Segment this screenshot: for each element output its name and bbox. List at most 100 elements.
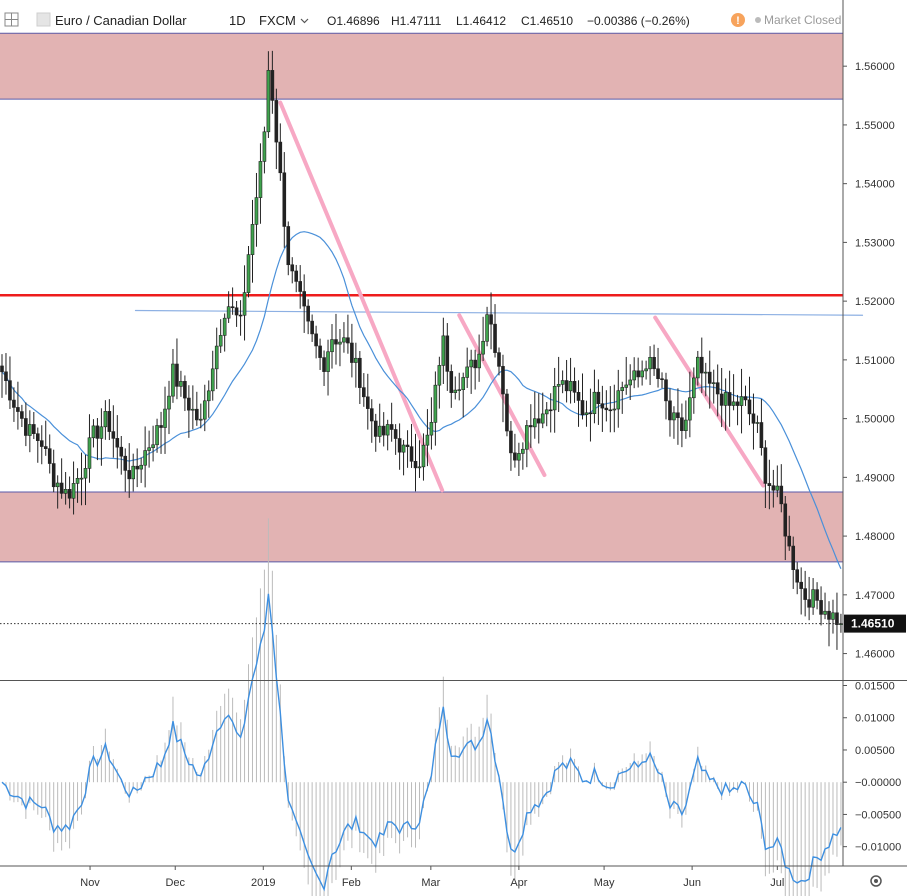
candle <box>119 435 124 475</box>
candle <box>91 419 96 448</box>
candle-body <box>791 545 796 570</box>
candle-body <box>596 391 601 404</box>
price-tick-label: 1.52000 <box>855 296 895 308</box>
candle <box>556 356 561 413</box>
candle <box>377 403 382 443</box>
candle-body <box>302 291 306 307</box>
interval[interactable]: 1D <box>229 13 246 28</box>
chevron-down-icon[interactable] <box>300 18 309 24</box>
candle-body <box>310 320 314 335</box>
candle-body <box>369 408 374 422</box>
candle-body <box>91 425 96 439</box>
candle <box>564 359 569 403</box>
candle-body <box>326 351 330 372</box>
time-tick-label: 2019 <box>251 877 275 889</box>
candle <box>787 515 792 551</box>
candle <box>632 357 636 389</box>
candle <box>429 397 434 450</box>
candle <box>16 381 20 430</box>
candle <box>32 411 36 440</box>
candle-body <box>159 425 163 428</box>
candle <box>87 414 92 483</box>
candle-body <box>827 610 831 620</box>
candle <box>640 360 644 386</box>
candle-body <box>739 396 744 406</box>
candle <box>214 327 219 390</box>
ma-trend-line[interactable] <box>134 309 864 316</box>
candle-body <box>552 386 557 411</box>
candle <box>493 304 497 358</box>
candle-body <box>365 396 370 409</box>
candle <box>24 402 28 447</box>
candle-body <box>731 401 736 406</box>
time-tick-label: May <box>594 877 615 889</box>
candle <box>286 221 291 276</box>
candle-body <box>473 359 477 369</box>
candle <box>28 410 32 453</box>
candle-body <box>564 380 569 392</box>
candle <box>445 323 450 391</box>
settings-gear-icon[interactable] <box>870 875 882 887</box>
candle <box>652 344 656 376</box>
pink-trend-line-3[interactable] <box>653 315 766 488</box>
candle <box>405 430 410 468</box>
candle <box>747 376 752 426</box>
candle-body <box>783 503 788 537</box>
candle-body <box>59 482 64 494</box>
candle-body <box>270 70 275 101</box>
candle-body <box>107 411 112 432</box>
candle-body <box>43 446 48 449</box>
osc-tick-label: −0.01000 <box>855 842 901 854</box>
pink-trend-line-1[interactable] <box>278 100 445 493</box>
candle <box>39 425 44 465</box>
candle <box>437 356 442 409</box>
candle-body <box>413 460 418 469</box>
compare-icon[interactable] <box>36 12 51 27</box>
candle <box>664 372 668 420</box>
candle-body <box>306 305 310 322</box>
candle <box>12 387 16 422</box>
candle-body <box>127 470 132 480</box>
candle-body <box>87 437 92 469</box>
candle-body <box>513 452 517 461</box>
info-icon[interactable] <box>731 13 745 27</box>
candle-body <box>692 377 696 399</box>
candle <box>4 353 8 395</box>
candle <box>210 350 215 401</box>
candle <box>461 372 466 418</box>
symbol-name[interactable]: Euro / Canadian Dollar <box>55 13 187 28</box>
candle <box>703 362 708 397</box>
candle <box>624 356 629 395</box>
price-tick-label: 1.49000 <box>855 472 895 484</box>
ohlc-open: O1.46896 <box>327 14 380 28</box>
candle-body <box>16 407 20 412</box>
candle <box>191 385 195 430</box>
candle <box>536 393 541 444</box>
candle-body <box>688 397 692 421</box>
candle <box>346 314 350 354</box>
candle <box>771 469 776 508</box>
candle-body <box>668 400 672 421</box>
candle-body <box>536 418 541 424</box>
candle <box>222 313 227 352</box>
candle <box>540 392 545 429</box>
candle-body <box>4 371 8 381</box>
candle <box>481 316 485 362</box>
candle <box>688 371 692 438</box>
candle-body <box>381 425 386 436</box>
candle-body <box>115 438 120 448</box>
candle-body <box>230 306 235 309</box>
candle-body <box>560 380 565 385</box>
candle <box>409 423 414 468</box>
candle-body <box>747 399 752 415</box>
candle-body <box>676 412 680 419</box>
candle <box>723 378 728 431</box>
pink-trend-line-2[interactable] <box>457 313 547 478</box>
exchange[interactable]: FXCM <box>259 13 296 28</box>
candle-body <box>461 377 466 390</box>
candle-body <box>723 392 728 406</box>
candle <box>103 400 108 440</box>
